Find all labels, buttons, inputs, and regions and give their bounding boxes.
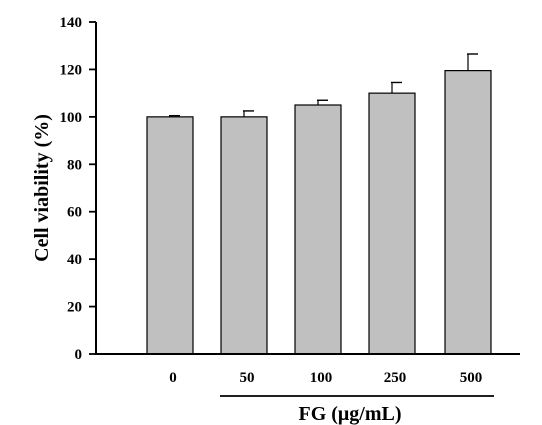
x-category-label: 250 bbox=[384, 370, 407, 386]
y-tick-label: 100 bbox=[60, 110, 83, 126]
y-tick-label: 80 bbox=[67, 157, 82, 173]
y-tick-label: 60 bbox=[67, 205, 82, 221]
x-axis-title: FG (μg/mL) bbox=[299, 403, 402, 425]
y-tick-label: 0 bbox=[75, 347, 83, 363]
bars bbox=[146, 70, 492, 355]
y-tick-label: 120 bbox=[60, 62, 83, 78]
bar bbox=[368, 92, 416, 355]
y-tick-label: 20 bbox=[67, 300, 82, 316]
y-tick-marks bbox=[89, 21, 96, 355]
x-category-label: 50 bbox=[240, 370, 255, 386]
bar bbox=[294, 104, 342, 355]
x-category-labels: 0 50 100 250 500 bbox=[169, 370, 482, 386]
y-tick-label: 140 bbox=[60, 15, 83, 31]
bar bbox=[220, 116, 268, 355]
bar bbox=[146, 116, 194, 355]
y-axis-title: Cell viability (%) bbox=[31, 114, 53, 262]
x-category-label: 100 bbox=[310, 370, 333, 386]
x-category-label: 500 bbox=[460, 370, 483, 386]
x-category-label: 0 bbox=[169, 370, 177, 386]
error-bars bbox=[169, 53, 478, 117]
y-tick-label: 40 bbox=[67, 252, 82, 268]
bar bbox=[444, 70, 492, 355]
y-tick-labels: 0 20 40 60 80 100 120 140 bbox=[60, 15, 83, 363]
